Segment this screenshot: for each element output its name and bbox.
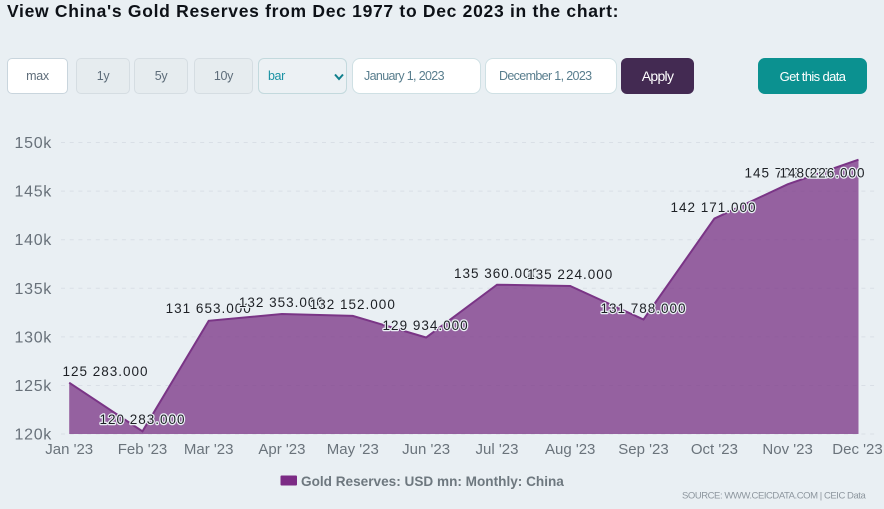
svg-text:Dec '23: Dec '23 bbox=[832, 441, 882, 458]
svg-text:Nov '23: Nov '23 bbox=[762, 441, 812, 458]
svg-text:Gold Reserves: USD mn: Monthly: Gold Reserves: USD mn: Monthly: China bbox=[301, 474, 564, 489]
svg-text:135 224.000: 135 224.000 bbox=[527, 267, 613, 282]
svg-text:Oct '23: Oct '23 bbox=[691, 441, 738, 458]
svg-text:Mar '23: Mar '23 bbox=[184, 441, 234, 458]
svg-text:145k: 145k bbox=[15, 184, 53, 201]
svg-text:125k: 125k bbox=[15, 378, 53, 395]
svg-text:Feb '23: Feb '23 bbox=[118, 441, 168, 458]
svg-text:132 152.000: 132 152.000 bbox=[310, 297, 396, 312]
svg-text:May '23: May '23 bbox=[327, 441, 379, 458]
svg-text:145 702.000: 145 702.000 bbox=[744, 166, 830, 181]
svg-text:150k: 150k bbox=[15, 135, 53, 152]
svg-text:120k: 120k bbox=[15, 427, 53, 444]
svg-text:120 283.000: 120 283.000 bbox=[99, 412, 185, 427]
svg-text:131 788.000: 131 788.000 bbox=[600, 301, 686, 316]
svg-text:Jun '23: Jun '23 bbox=[402, 441, 450, 458]
svg-text:Aug '23: Aug '23 bbox=[545, 441, 595, 458]
svg-text:140k: 140k bbox=[15, 232, 53, 249]
svg-text:Jan '23: Jan '23 bbox=[45, 441, 93, 458]
svg-text:SOURCE: WWW.CEICDATA.COM | CEI: SOURCE: WWW.CEICDATA.COM | CEIC Data bbox=[682, 490, 866, 501]
svg-text:148 226.000: 148 226.000 bbox=[779, 166, 865, 181]
svg-text:142 171.000: 142 171.000 bbox=[670, 200, 756, 215]
svg-text:135 360.000: 135 360.000 bbox=[454, 266, 540, 281]
svg-text:135k: 135k bbox=[15, 281, 53, 298]
svg-text:Jul '23: Jul '23 bbox=[476, 441, 519, 458]
svg-text:131 653.000: 131 653.000 bbox=[166, 301, 252, 316]
svg-text:125 283.000: 125 283.000 bbox=[62, 364, 148, 379]
svg-text:Sep '23: Sep '23 bbox=[618, 441, 668, 458]
svg-text:130k: 130k bbox=[15, 329, 53, 346]
svg-text:132 353.000: 132 353.000 bbox=[239, 295, 325, 310]
svg-text:129 934.000: 129 934.000 bbox=[383, 318, 469, 333]
svg-text:Apr '23: Apr '23 bbox=[258, 441, 305, 458]
